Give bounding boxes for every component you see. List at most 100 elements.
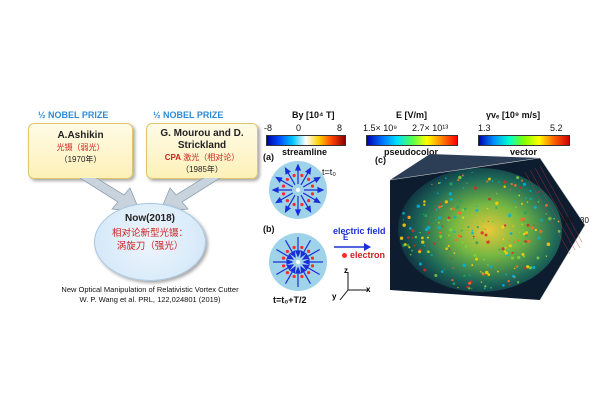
- cloud-speckle: [530, 226, 534, 230]
- cloud-speckle: [506, 253, 510, 257]
- cloud-speckle: [508, 213, 512, 218]
- cloud-speckle: [463, 207, 467, 211]
- electron-dot: [300, 274, 304, 279]
- cloud-speckle: [480, 271, 482, 273]
- cloud-speckle: [516, 255, 521, 260]
- cloud-speckle: [408, 246, 411, 249]
- cpa-prefix: CPA: [164, 153, 182, 162]
- electron-dot: [306, 177, 311, 181]
- cloud-speckle: [526, 201, 529, 203]
- cloud-speckle: [441, 205, 443, 207]
- panel-b-label: (b): [263, 224, 275, 234]
- cloud-speckle: [451, 207, 455, 211]
- cloud-speckle: [462, 187, 465, 189]
- cloud-speckle: [533, 224, 535, 226]
- cloud-speckle: [503, 185, 506, 189]
- cloud-speckle: [449, 207, 453, 211]
- cloud-speckle: [442, 236, 444, 239]
- cloud-speckle: [461, 208, 465, 212]
- cloud-speckle: [487, 264, 489, 266]
- cloud-speckle: [428, 251, 430, 253]
- cloud-speckle: [457, 234, 462, 238]
- cloud-speckle: [457, 211, 462, 215]
- legend-e-arrow: [334, 243, 371, 251]
- cloud-speckle: [507, 279, 510, 283]
- cloud-speckle: [513, 241, 515, 244]
- cloud-speckle: [488, 177, 491, 181]
- cloud-speckle: [453, 252, 456, 255]
- cloud-speckle: [486, 240, 490, 244]
- cloud-speckle: [527, 239, 531, 243]
- field-arrowhead: [286, 264, 295, 271]
- cloud-speckle: [472, 235, 475, 238]
- ashkin-year: （1970年）: [59, 155, 102, 164]
- cloud-speckle: [512, 225, 515, 227]
- cloud-speckle: [416, 204, 420, 208]
- cloud-speckle: [508, 239, 510, 242]
- cloud-speckle: [423, 200, 426, 203]
- cloud-speckle: [462, 216, 465, 219]
- cloud-speckle: [399, 236, 404, 240]
- panel-c-label: (c): [375, 155, 386, 165]
- cloud-speckle: [529, 189, 532, 192]
- cloud-speckle: [510, 256, 515, 260]
- cloud-speckle: [484, 285, 487, 288]
- cloud-speckle: [523, 211, 527, 215]
- cloud-speckle: [471, 229, 474, 232]
- cloud-speckle: [532, 266, 536, 270]
- cloud-speckle: [447, 244, 450, 248]
- field-arrowhead: [294, 250, 302, 258]
- electron-dot: [285, 271, 290, 275]
- cloud-speckle: [476, 225, 479, 229]
- cloud-speckle: [435, 208, 438, 211]
- cloud-speckle: [482, 219, 485, 223]
- cloud-speckle: [513, 194, 517, 199]
- cloud-speckle: [511, 274, 515, 278]
- cloud-speckle: [423, 268, 427, 272]
- citation-title: New Optical Manipulation of Relativistic…: [61, 285, 239, 294]
- cloud-speckle: [540, 219, 543, 222]
- axis-x-label: x: [366, 285, 371, 294]
- cloud-speckle: [451, 278, 454, 282]
- cloud-speckle: [501, 247, 505, 251]
- cloud-speckle: [496, 270, 499, 273]
- cloud-speckle: [426, 236, 429, 239]
- cloud-speckle: [545, 255, 548, 257]
- cloud-speckle: [480, 281, 483, 283]
- cloud-speckle: [504, 224, 507, 227]
- colorbar-v: [478, 135, 570, 146]
- cloud-speckle: [425, 244, 428, 246]
- cloud-speckle: [539, 217, 542, 220]
- field-arrowhead: [275, 176, 283, 184]
- cloud-speckle: [471, 249, 474, 252]
- colorbar-b-mid: 0: [296, 123, 302, 133]
- cloud-speckle: [422, 213, 425, 216]
- cloud-speckle: [503, 250, 506, 253]
- cloud-speckle: [484, 233, 488, 237]
- cloud-speckle: [537, 201, 540, 203]
- electron-dot: [310, 264, 315, 268]
- cloud-speckle: [435, 219, 437, 221]
- cloud-speckle: [457, 287, 459, 289]
- cloud-speckle: [440, 270, 444, 273]
- cloud-speckle: [475, 205, 478, 207]
- colorbar-e: [366, 135, 458, 146]
- cloud-speckle: [498, 248, 501, 251]
- cloud-speckle: [525, 265, 530, 269]
- tick-28: 28: [563, 216, 572, 225]
- field-arrowhead: [304, 205, 312, 213]
- cloud-speckle: [438, 182, 440, 184]
- cloud-speckle: [433, 242, 436, 245]
- cloud-speckle: [545, 203, 549, 207]
- cloud-speckle: [471, 231, 474, 235]
- cloud-speckle: [482, 272, 485, 276]
- cloud-speckle: [520, 202, 523, 205]
- field-arrowhead: [289, 250, 296, 259]
- cloud-speckle: [505, 240, 508, 242]
- colorbar-v-max: 5.2: [550, 123, 563, 133]
- cloud-speckle: [501, 225, 505, 229]
- field-arrowhead: [284, 205, 292, 213]
- cloud-speckle: [476, 222, 479, 224]
- nobel-prize-left-label: ½ NOBEL PRIZE: [38, 110, 109, 120]
- cloud-speckle: [516, 239, 520, 242]
